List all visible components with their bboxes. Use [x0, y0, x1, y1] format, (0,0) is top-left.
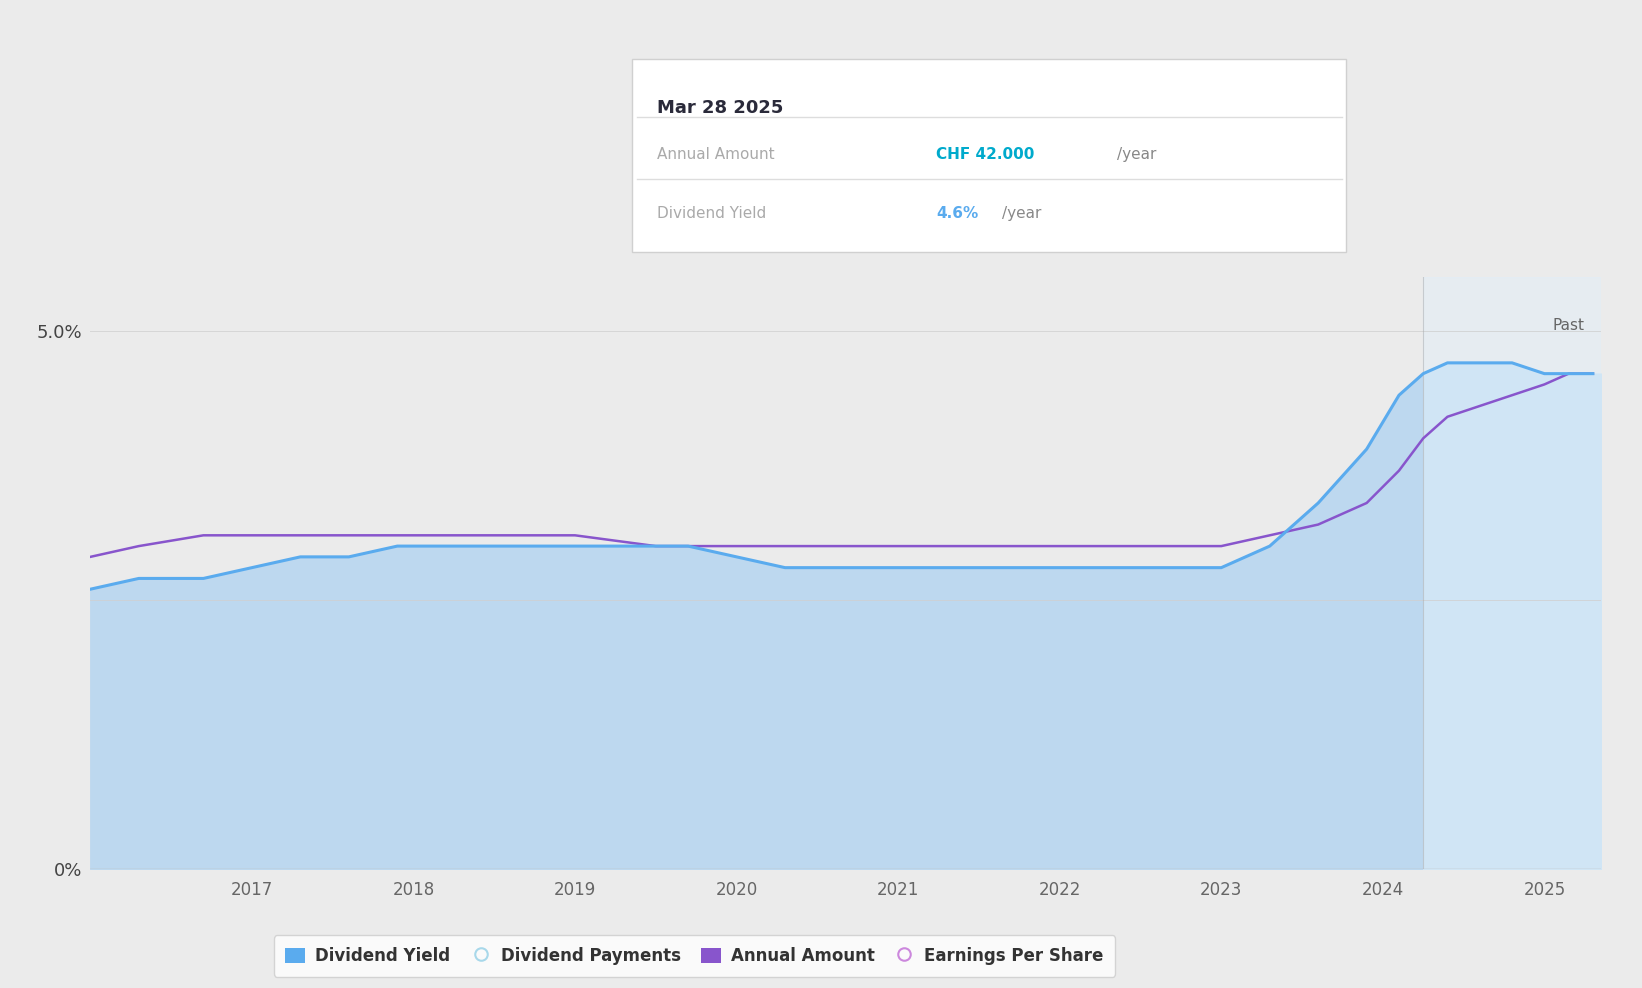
Bar — [1424, 277, 1601, 869]
Text: /year: /year — [1117, 146, 1156, 162]
Text: Annual Amount: Annual Amount — [657, 146, 775, 162]
Text: Dividend Yield: Dividend Yield — [657, 206, 767, 221]
Text: /year: /year — [1002, 206, 1041, 221]
Text: Mar 28 2025: Mar 28 2025 — [657, 99, 783, 117]
Text: Past: Past — [1552, 317, 1585, 333]
Text: 4.6%: 4.6% — [936, 206, 979, 221]
Legend: Dividend Yield, Dividend Payments, Annual Amount, Earnings Per Share: Dividend Yield, Dividend Payments, Annua… — [274, 936, 1115, 977]
Text: CHF 42.000: CHF 42.000 — [936, 146, 1034, 162]
